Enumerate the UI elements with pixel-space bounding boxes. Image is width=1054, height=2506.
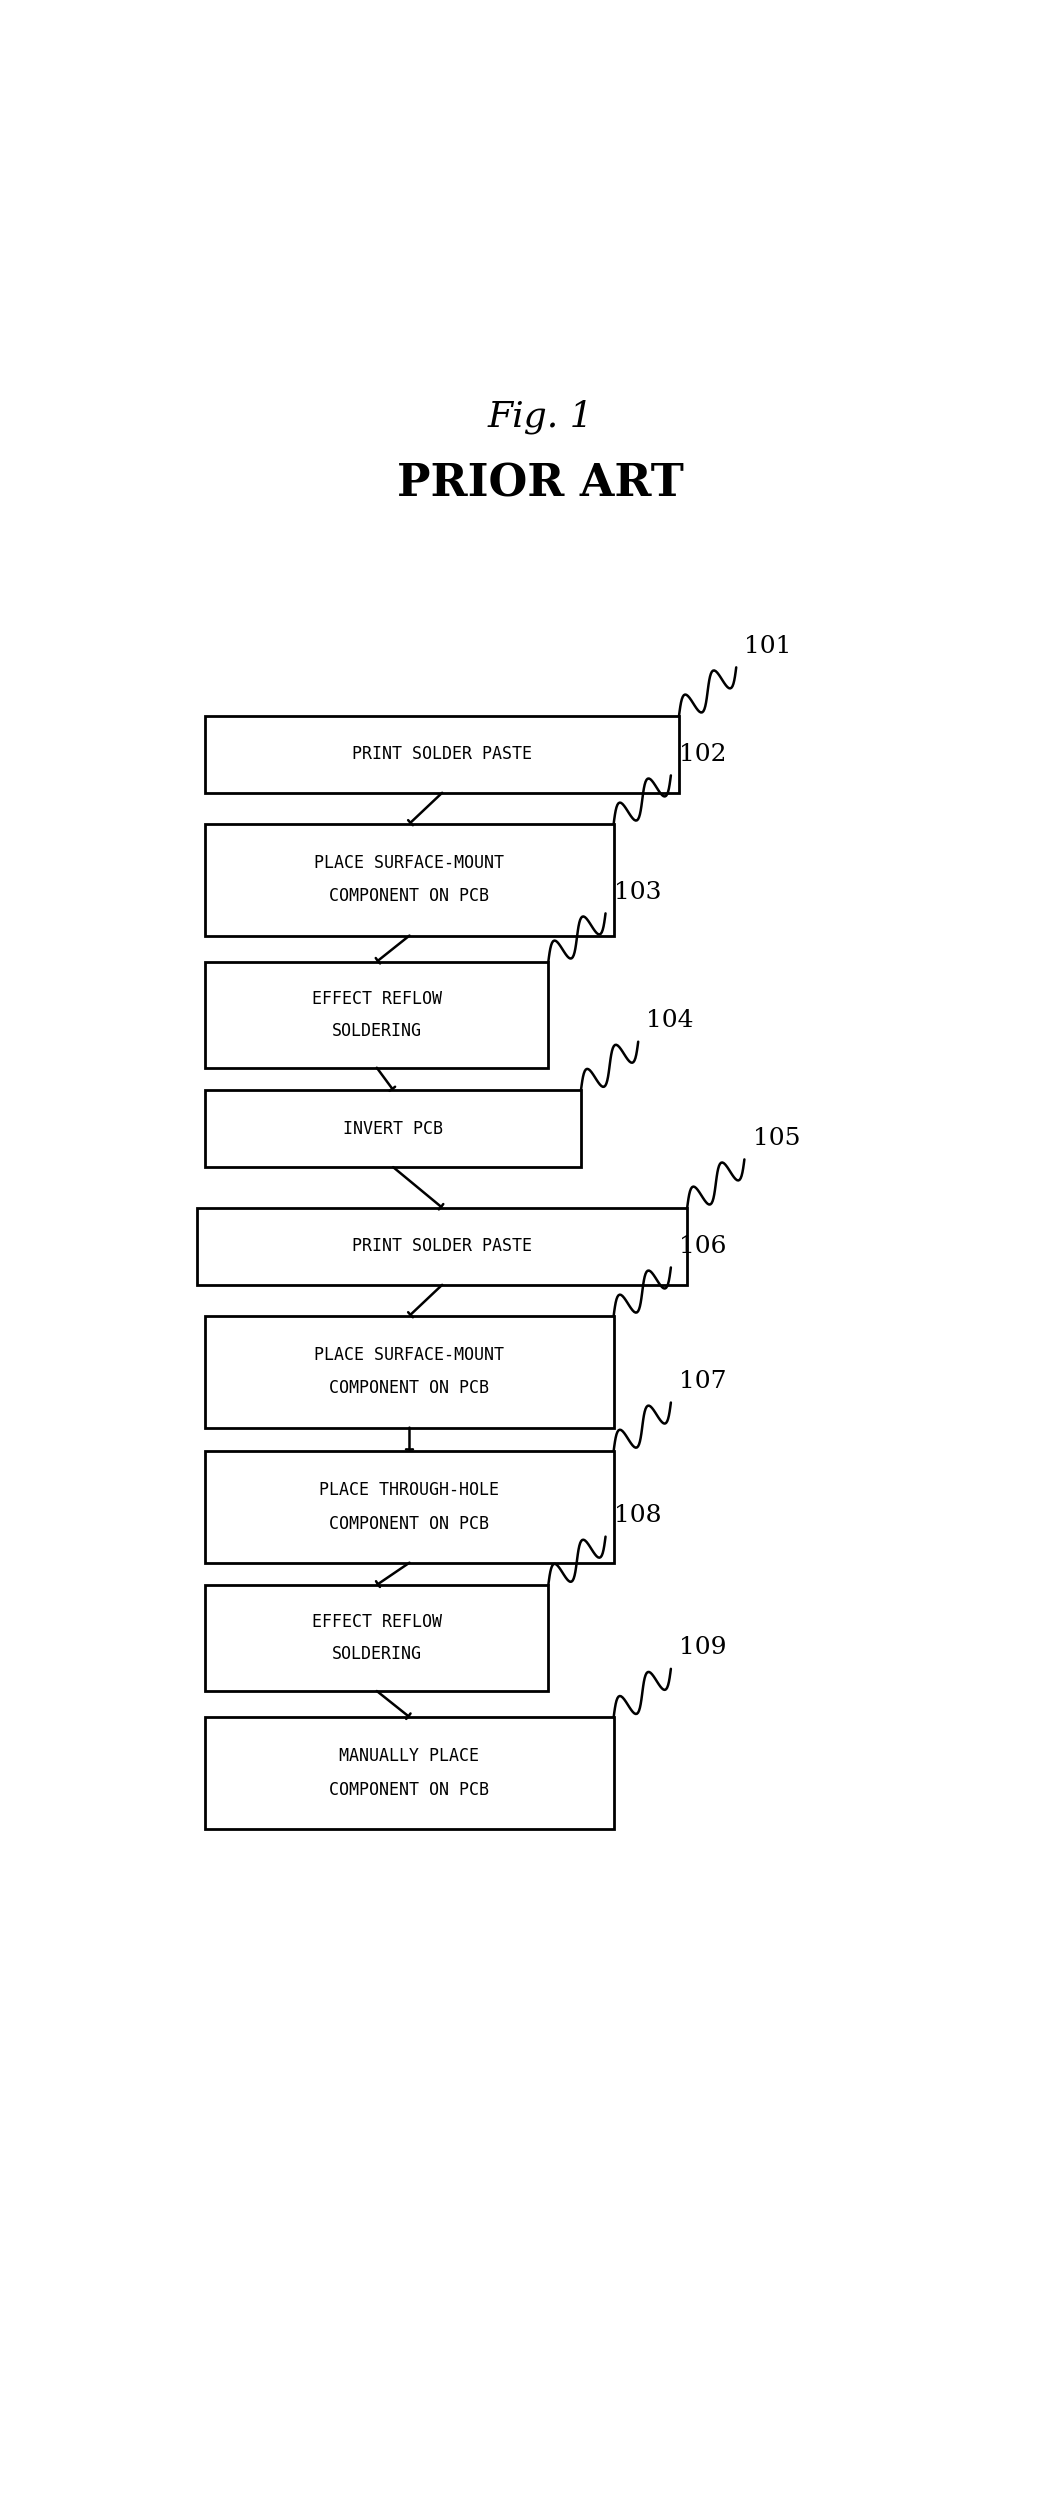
Text: EFFECT REFLOW: EFFECT REFLOW [312,990,442,1007]
Text: PRINT SOLDER PASTE: PRINT SOLDER PASTE [352,1238,532,1256]
FancyBboxPatch shape [206,962,548,1068]
Text: COMPONENT ON PCB: COMPONENT ON PCB [330,887,489,905]
Text: 103: 103 [613,880,661,905]
Text: 106: 106 [679,1235,726,1258]
Text: 107: 107 [679,1371,726,1393]
Text: 104: 104 [646,1010,694,1032]
Text: SOLDERING: SOLDERING [332,1022,422,1040]
Text: PRIOR ART: PRIOR ART [396,464,684,506]
Text: PLACE THROUGH-HOLE: PLACE THROUGH-HOLE [319,1481,500,1499]
FancyBboxPatch shape [206,717,679,792]
Text: 109: 109 [679,1636,726,1659]
FancyBboxPatch shape [206,1717,613,1829]
Text: MANUALLY PLACE: MANUALLY PLACE [339,1747,480,1764]
Text: PRINT SOLDER PASTE: PRINT SOLDER PASTE [352,744,532,764]
FancyBboxPatch shape [206,1451,613,1564]
FancyBboxPatch shape [206,1584,548,1692]
Text: COMPONENT ON PCB: COMPONENT ON PCB [330,1782,489,1799]
Text: PLACE SURFACE-MOUNT: PLACE SURFACE-MOUNT [314,1346,505,1363]
Text: Fig. 1: Fig. 1 [487,398,593,434]
Text: COMPONENT ON PCB: COMPONENT ON PCB [330,1378,489,1398]
FancyBboxPatch shape [206,1090,581,1168]
Text: INVERT PCB: INVERT PCB [344,1120,443,1138]
Text: EFFECT REFLOW: EFFECT REFLOW [312,1614,442,1631]
Text: 105: 105 [753,1128,800,1150]
FancyBboxPatch shape [197,1208,687,1286]
Text: 102: 102 [679,742,726,767]
FancyBboxPatch shape [206,1316,613,1428]
Text: PLACE SURFACE-MOUNT: PLACE SURFACE-MOUNT [314,855,505,872]
FancyBboxPatch shape [206,824,613,935]
Text: COMPONENT ON PCB: COMPONENT ON PCB [330,1514,489,1534]
Text: SOLDERING: SOLDERING [332,1644,422,1664]
Text: 101: 101 [744,634,792,657]
Text: 108: 108 [613,1504,661,1526]
